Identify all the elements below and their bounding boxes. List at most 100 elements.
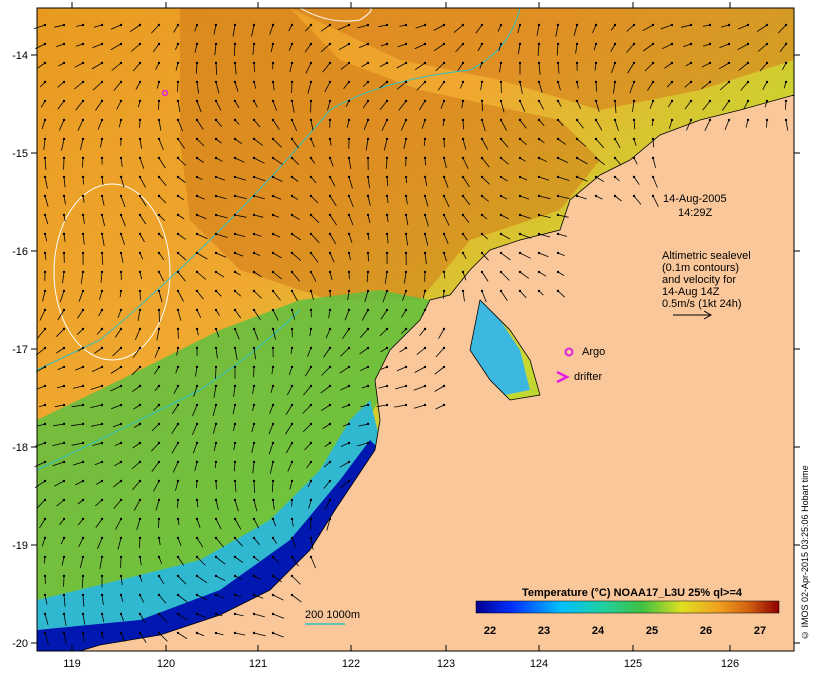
velocity-arrow-origin [81, 346, 85, 350]
velocity-arrow [396, 366, 407, 372]
velocity-arrow-origin [461, 156, 465, 160]
velocity-arrow-origin [480, 232, 484, 236]
velocity-arrow-origin [62, 137, 66, 141]
velocity-arrow-origin [81, 612, 85, 616]
velocity-arrow [475, 24, 483, 34]
velocity-arrow-origin [271, 213, 275, 217]
velocity-vectors [33, 23, 789, 645]
velocity-arrow-origin [157, 574, 161, 578]
velocity-arrow-origin [271, 327, 275, 331]
velocity-arrow [291, 176, 299, 182]
velocity-arrow [325, 328, 331, 339]
velocity-arrow-origin [100, 289, 104, 293]
velocity-arrow [111, 62, 122, 71]
velocity-arrow [215, 366, 217, 379]
velocity-arrow-origin [214, 80, 218, 84]
velocity-arrow-origin [632, 23, 636, 27]
velocity-arrow [63, 613, 67, 626]
velocity-arrow [419, 328, 426, 337]
velocity-arrow-origin [328, 346, 332, 350]
velocity-arrow [704, 119, 711, 131]
velocity-arrow [215, 537, 225, 548]
velocity-arrow-origin [727, 61, 731, 65]
velocity-arrow [34, 461, 46, 468]
velocity-arrow-origin [176, 441, 180, 445]
bathymetry-label: 200 1000m [305, 609, 360, 621]
velocity-arrow-origin [271, 441, 275, 445]
velocity-arrow-origin [385, 194, 389, 198]
velocity-arrow-origin [119, 479, 123, 483]
velocity-arrow [400, 119, 407, 131]
velocity-arrow-origin [423, 327, 427, 331]
velocity-arrow [234, 556, 244, 563]
velocity-arrow [743, 100, 749, 110]
velocity-arrow-origin [43, 422, 47, 426]
velocity-arrow [52, 442, 65, 446]
velocity-arrow-origin [62, 232, 66, 236]
velocity-arrow-origin [157, 498, 161, 502]
velocity-arrow [684, 100, 692, 110]
velocity-arrow-origin [62, 365, 66, 369]
velocity-arrow-origin [81, 42, 85, 46]
velocity-arrow-origin [328, 441, 332, 445]
velocity-arrow-origin [499, 137, 503, 141]
velocity-arrow-origin [575, 80, 579, 84]
velocity-arrow [269, 24, 274, 35]
altimetry-legend-line: 0.5m/s (1kt 24h) [662, 298, 741, 310]
velocity-arrow [234, 328, 240, 340]
velocity-arrow [43, 138, 46, 150]
velocity-arrow-origin [100, 194, 104, 198]
velocity-arrow-origin [81, 517, 85, 521]
velocity-arrow-origin [176, 175, 180, 179]
velocity-arrow [481, 119, 486, 132]
velocity-arrow [737, 43, 749, 51]
velocity-arrow-origin [309, 270, 313, 274]
velocity-arrow-origin [252, 194, 256, 198]
velocity-arrow-origin [271, 232, 275, 236]
velocity-arrow-origin [252, 384, 256, 388]
lat-tick-label: -17 [12, 344, 28, 356]
velocity-arrow [779, 43, 787, 52]
velocity-arrow-origin [423, 137, 427, 141]
velocity-arrow-origin [480, 270, 484, 274]
velocity-arrow-origin [727, 118, 731, 122]
velocity-arrow-origin [119, 137, 123, 141]
argo-legend-marker [564, 347, 574, 357]
velocity-arrow-origin [176, 308, 180, 312]
velocity-arrow [395, 385, 407, 390]
velocity-arrow-origin [347, 479, 351, 483]
velocity-arrow [404, 271, 407, 284]
velocity-arrow-origin [480, 23, 484, 27]
velocity-arrow-origin [43, 612, 47, 616]
velocity-arrow-origin [347, 80, 351, 84]
velocity-arrow-origin [43, 118, 47, 122]
velocity-arrow-origin [347, 137, 351, 141]
velocity-arrow-origin [62, 251, 66, 255]
velocity-arrow [443, 290, 445, 299]
velocity-arrow [42, 290, 46, 302]
velocity-arrow [500, 252, 511, 261]
velocity-arrow-origin [385, 99, 389, 103]
velocity-arrow-origin [138, 137, 142, 141]
velocity-arrow [324, 499, 331, 511]
velocity-arrow [158, 138, 164, 151]
velocity-arrow [158, 214, 165, 221]
velocity-arrow-origin [423, 118, 427, 122]
velocity-arrow-origin [119, 289, 123, 293]
velocity-arrow-origin [556, 80, 560, 84]
velocity-arrow-origin [385, 137, 389, 141]
velocity-arrow-origin [119, 61, 123, 65]
velocity-arrow-origin [271, 403, 275, 407]
velocity-arrow-origin [746, 80, 750, 84]
velocity-arrow-origin [119, 42, 123, 46]
velocity-arrow-origin [233, 23, 237, 27]
velocity-arrow [77, 309, 84, 319]
velocity-arrow [252, 43, 255, 55]
velocity-arrow [37, 328, 46, 339]
velocity-arrow-origin [62, 80, 66, 84]
velocity-arrow [288, 366, 293, 375]
velocity-arrow [272, 328, 276, 340]
velocity-arrow-origin [423, 403, 427, 407]
velocity-arrow-origin [594, 61, 598, 65]
velocity-arrow-origin [575, 118, 579, 122]
